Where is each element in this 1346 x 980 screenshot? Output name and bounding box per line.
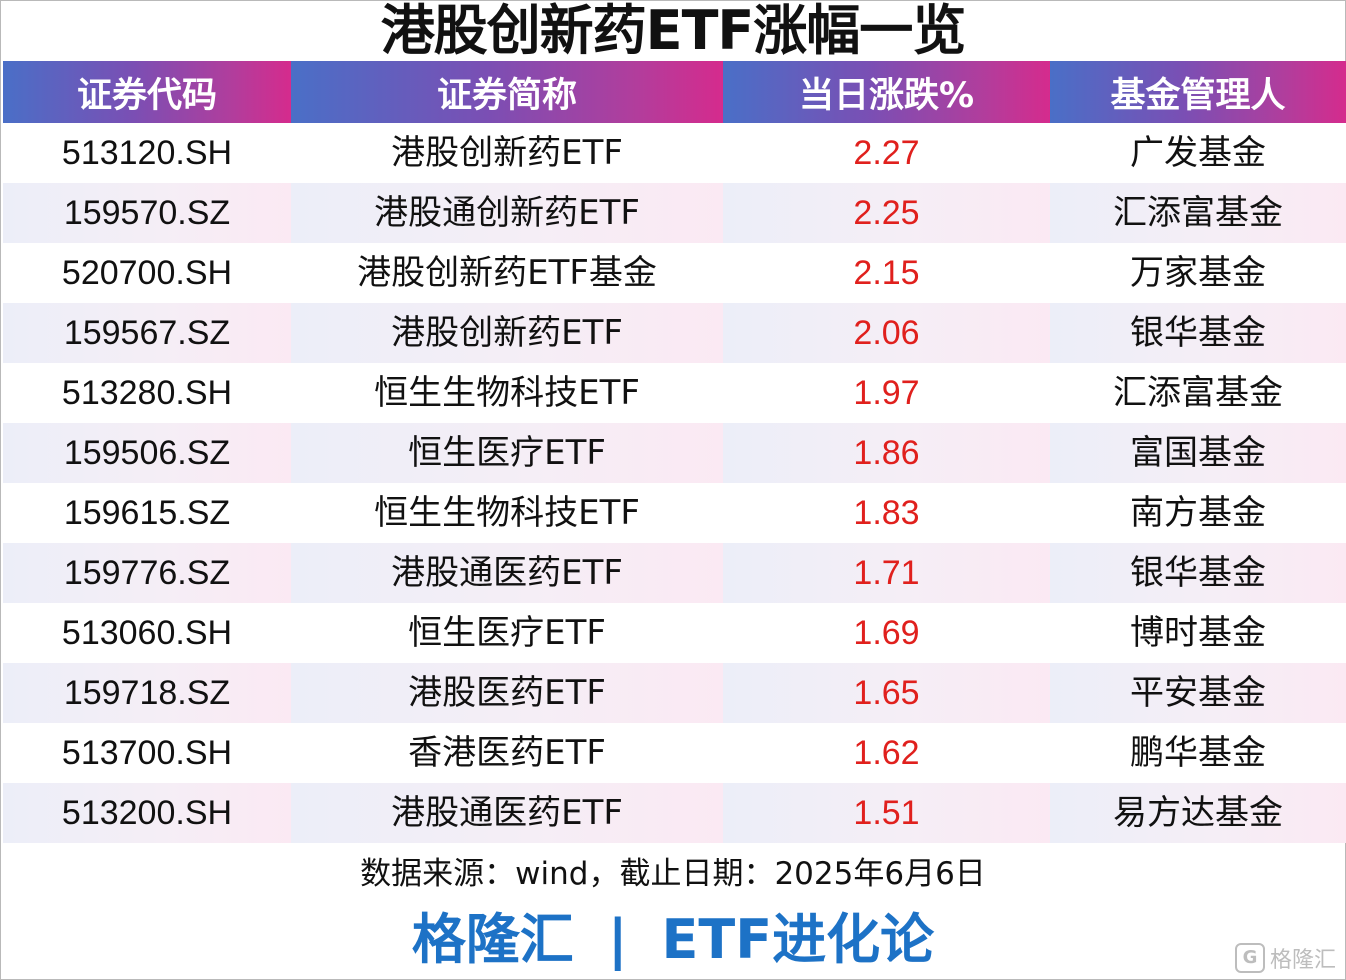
cell-security-code: 520700.SH — [3, 243, 291, 303]
table-row: 513280.SH 恒生生物科技ETF 1.97 汇添富基金 — [3, 363, 1346, 423]
cell-security-code: 513060.SH — [3, 603, 291, 663]
watermark: G 格隆汇 — [1234, 942, 1336, 974]
table-row: 159506.SZ 恒生医疗ETF 1.86 富国基金 — [3, 423, 1346, 483]
cell-security-name: 恒生医疗ETF — [291, 423, 723, 483]
cell-security-name: 港股创新药ETF基金 — [291, 243, 723, 303]
page-title: 港股创新药ETF涨幅一览 — [380, 0, 967, 62]
cell-security-code: 159570.SZ — [3, 183, 291, 243]
cell-daily-change: 1.97 — [723, 363, 1050, 423]
cell-fund-manager: 平安基金 — [1050, 663, 1346, 723]
header-security-name: 证券简称 — [291, 61, 723, 123]
header-daily-change: 当日涨跌% — [723, 61, 1050, 123]
cell-daily-change: 1.62 — [723, 723, 1050, 783]
cell-fund-manager: 汇添富基金 — [1050, 363, 1346, 423]
cell-fund-manager: 南方基金 — [1050, 483, 1346, 543]
table-row: 159776.SZ 港股通医药ETF 1.71 银华基金 — [3, 543, 1346, 603]
cell-security-code: 513280.SH — [3, 363, 291, 423]
cell-security-name: 港股通创新药ETF — [291, 183, 723, 243]
table-row: 520700.SH 港股创新药ETF基金 2.15 万家基金 — [3, 243, 1346, 303]
cell-security-code: 513120.SH — [3, 123, 291, 183]
header-fund-manager: 基金管理人 — [1050, 61, 1346, 123]
cell-security-name: 港股通医药ETF — [291, 543, 723, 603]
cell-fund-manager: 易方达基金 — [1050, 783, 1346, 843]
table-row: 159718.SZ 港股医药ETF 1.65 平安基金 — [3, 663, 1346, 723]
footer-separator: | — [607, 908, 628, 971]
cell-security-code: 513700.SH — [3, 723, 291, 783]
header-security-code: 证券代码 — [3, 61, 291, 123]
table-row: 513120.SH 港股创新药ETF 2.27 广发基金 — [3, 123, 1346, 183]
cell-security-name: 恒生生物科技ETF — [291, 363, 723, 423]
footer-brand: 格隆汇 — [411, 908, 574, 971]
cell-daily-change: 2.27 — [723, 123, 1050, 183]
table-body: 513120.SH 港股创新药ETF 2.27 广发基金 159570.SZ 港股通创新药… — [3, 123, 1346, 843]
table-row: 159570.SZ 港股通创新药ETF 2.25 汇添富基金 — [3, 183, 1346, 243]
cell-security-code: 159615.SZ — [3, 483, 291, 543]
cell-security-code: 159567.SZ — [3, 303, 291, 363]
cell-fund-manager: 富国基金 — [1050, 423, 1346, 483]
cell-daily-change: 1.51 — [723, 783, 1050, 843]
gelonghui-logo-icon: G — [1234, 943, 1265, 973]
cell-daily-change: 1.65 — [723, 663, 1050, 723]
cell-daily-change: 1.86 — [723, 423, 1050, 483]
table-row: 513700.SH 香港医药ETF 1.62 鹏华基金 — [3, 723, 1346, 783]
cell-security-name: 香港医药ETF — [291, 723, 723, 783]
cell-daily-change: 2.15 — [723, 243, 1050, 303]
cell-security-name: 恒生医疗ETF — [291, 603, 723, 663]
cell-security-name: 港股创新药ETF — [291, 303, 723, 363]
brand-footer: 格隆汇 | ETF进化论 — [0, 905, 1346, 975]
watermark-text: 格隆汇 — [1269, 948, 1336, 973]
table-row: 513200.SH 港股通医药ETF 1.51 易方达基金 — [3, 783, 1346, 843]
cell-fund-manager: 博时基金 — [1050, 603, 1346, 663]
cell-security-code: 159718.SZ — [3, 663, 291, 723]
cell-fund-manager: 鹏华基金 — [1050, 723, 1346, 783]
cell-security-name: 港股医药ETF — [291, 663, 723, 723]
cell-security-code: 513200.SH — [3, 783, 291, 843]
table-row: 513060.SH 恒生医疗ETF 1.69 博时基金 — [3, 603, 1346, 663]
cell-daily-change: 1.69 — [723, 603, 1050, 663]
cell-fund-manager: 汇添富基金 — [1050, 183, 1346, 243]
cell-security-code: 159776.SZ — [3, 543, 291, 603]
cell-daily-change: 1.71 — [723, 543, 1050, 603]
cell-security-name: 港股创新药ETF — [291, 123, 723, 183]
cell-fund-manager: 广发基金 — [1050, 123, 1346, 183]
table-row: 159615.SZ 恒生生物科技ETF 1.83 南方基金 — [3, 483, 1346, 543]
source-note: 数据来源：wind，截止日期：2025年6月6日 — [360, 856, 986, 892]
footer-column-name: ETF进化论 — [661, 908, 935, 971]
cell-security-name: 港股通医药ETF — [291, 783, 723, 843]
cell-fund-manager: 万家基金 — [1050, 243, 1346, 303]
cell-fund-manager: 银华基金 — [1050, 303, 1346, 363]
table-header-row: 证券代码 证券简称 当日涨跌% 基金管理人 — [3, 61, 1346, 123]
etf-table: 证券代码 证券简称 当日涨跌% 基金管理人 513120.SH 港股创新药ETF 2… — [3, 61, 1346, 843]
cell-daily-change: 2.25 — [723, 183, 1050, 243]
cell-daily-change: 2.06 — [723, 303, 1050, 363]
table-row: 159567.SZ 港股创新药ETF 2.06 银华基金 — [3, 303, 1346, 363]
cell-fund-manager: 银华基金 — [1050, 543, 1346, 603]
cell-security-name: 恒生生物科技ETF — [291, 483, 723, 543]
cell-security-code: 159506.SZ — [3, 423, 291, 483]
cell-daily-change: 1.83 — [723, 483, 1050, 543]
